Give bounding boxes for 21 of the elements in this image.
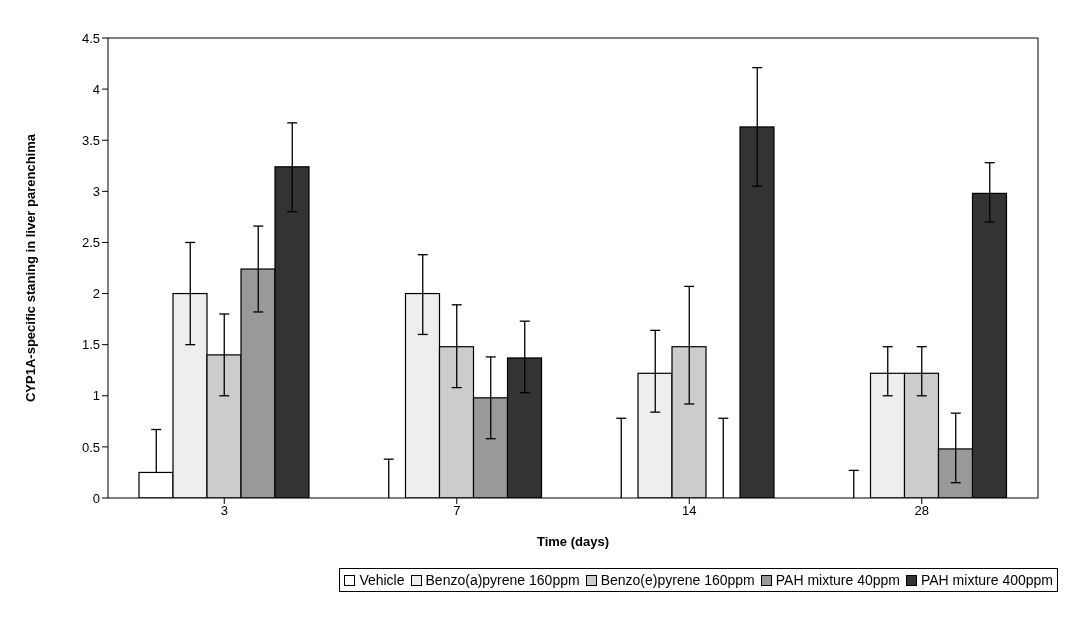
x-tick-label: 3 bbox=[220, 503, 228, 519]
y-tick-label: 4 bbox=[92, 81, 100, 97]
legend-label: PAH mixture 40ppm bbox=[775, 572, 900, 588]
x-tick-label: 14 bbox=[682, 503, 697, 519]
legend-label: Vehicle bbox=[359, 572, 405, 588]
y-tick-label: 3 bbox=[92, 183, 100, 199]
x-axis-title: Time (days) bbox=[536, 534, 610, 549]
legend-label: PAH mixture 400ppm bbox=[920, 572, 1053, 588]
y-tick-label: 1 bbox=[92, 388, 100, 404]
y-tick-label: 1.5 bbox=[81, 337, 100, 353]
y-axis-title: CYP1A-specific staning in liver parenchima bbox=[22, 133, 38, 403]
y-tick-label: 3.5 bbox=[81, 132, 100, 148]
y-tick-label: 0 bbox=[92, 490, 100, 506]
y-tick-label: 2.5 bbox=[81, 235, 100, 251]
x-tick-label: 7 bbox=[453, 503, 461, 519]
y-tick-label: 2 bbox=[92, 286, 100, 302]
legend-label: Benzo(a)pyrene 160ppm bbox=[425, 572, 580, 588]
y-tick-label: 4.5 bbox=[81, 30, 100, 46]
x-tick-label: 28 bbox=[914, 503, 929, 519]
legend-label: Benzo(e)pyrene 160ppm bbox=[600, 572, 755, 588]
y-tick-label: 0.5 bbox=[81, 439, 100, 455]
